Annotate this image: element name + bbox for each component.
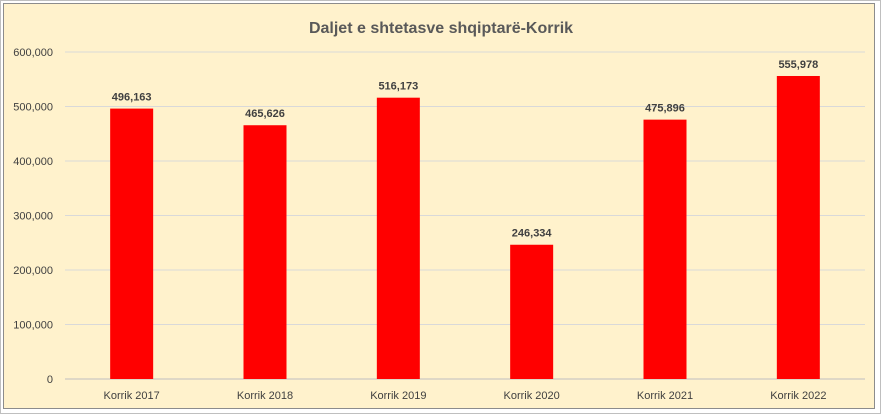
bar: [376, 97, 420, 379]
bar: [510, 244, 554, 379]
gridlines: [65, 51, 865, 380]
x-tick-label: Korrik 2022: [770, 390, 826, 402]
y-tick-label: 300,000: [13, 211, 53, 223]
y-axis-ticks: 0 100,000 200,000 300,000 400,000 500,000 600,…: [13, 47, 53, 386]
data-label: 246,334: [512, 228, 553, 240]
y-tick-label: 0: [47, 374, 53, 386]
bars: [110, 75, 820, 380]
data-label: 475,896: [645, 103, 685, 115]
x-tick-label: Korrik 2018: [237, 390, 293, 402]
data-labels: 496,163 465,626 516,173 246,334 475,896 555,9…: [112, 59, 818, 240]
bar: [243, 125, 287, 380]
x-tick-label: Korrik 2020: [504, 390, 560, 402]
x-tick-label: Korrik 2021: [637, 390, 693, 402]
y-tick-label: 100,000: [13, 320, 53, 332]
data-label: 516,173: [378, 81, 418, 93]
bar: [643, 119, 687, 379]
bar-chart: Daljet e shtetasve shqiptarë-Korrik 0 100…: [13, 20, 865, 402]
chart-area: Daljet e shtetasve shqiptarë-Korrik 0 100…: [3, 3, 875, 409]
y-tick-label: 200,000: [13, 265, 53, 277]
y-tick-label: 600,000: [13, 47, 53, 59]
x-tick-label: Korrik 2017: [104, 390, 160, 402]
data-label: 555,978: [778, 59, 818, 71]
bar: [776, 75, 820, 379]
y-tick-label: 400,000: [13, 156, 53, 168]
x-tick-label: Korrik 2019: [370, 390, 426, 402]
y-tick-label: 500,000: [13, 102, 53, 114]
data-label: 496,163: [112, 92, 152, 104]
data-label: 465,626: [245, 108, 285, 120]
chart-title: Daljet e shtetasve shqiptarë-Korrik: [309, 20, 573, 37]
bar: [110, 108, 154, 380]
x-axis-ticks: Korrik 2017 Korrik 2018 Korrik 2019 Korrik …: [104, 390, 827, 402]
